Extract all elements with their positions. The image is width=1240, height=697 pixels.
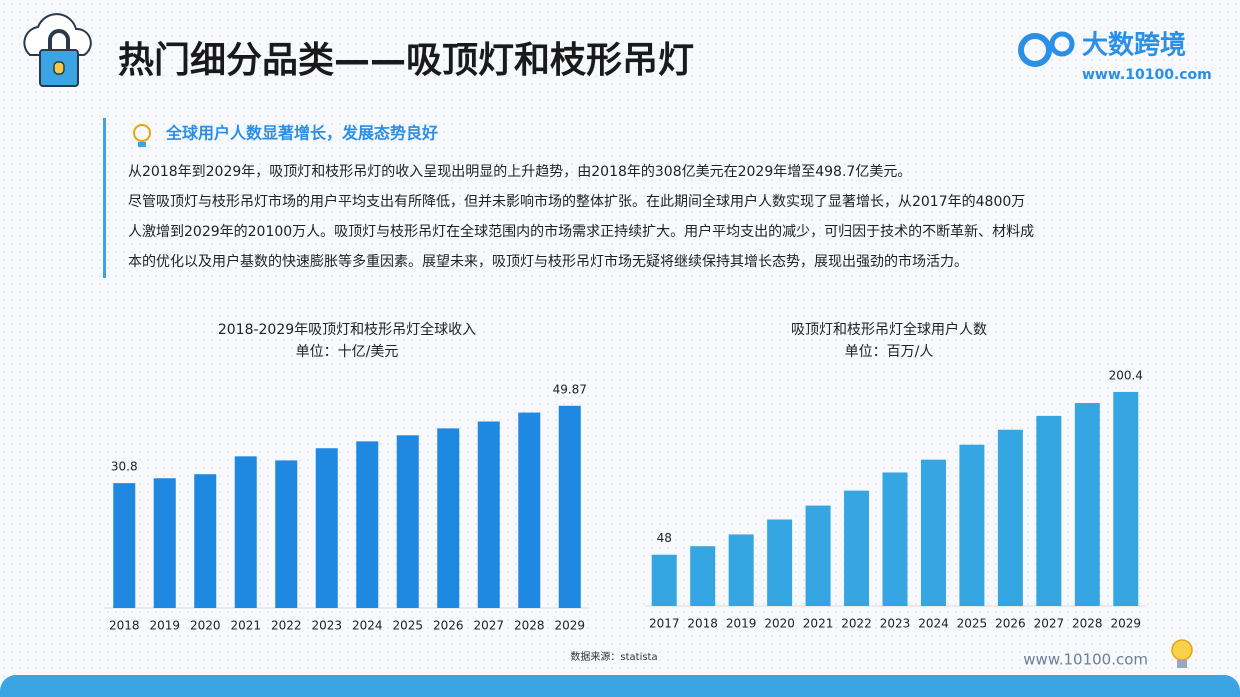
footer-band — [0, 675, 1240, 697]
bar — [920, 459, 946, 606]
bar — [882, 472, 908, 606]
x-tick-label: 2024 — [918, 617, 949, 631]
bar — [844, 490, 870, 606]
x-tick-label: 2022 — [271, 619, 302, 633]
x-tick-label: 2023 — [880, 617, 911, 631]
x-tick-label: 2019 — [149, 619, 180, 633]
summary-line: 本的优化以及用户基数的快速膨胀等多重因素。展望未来，吸顶灯与枝形吊灯市场无疑将继… — [128, 253, 968, 270]
bar — [997, 429, 1023, 606]
x-tick-label: 2025 — [957, 617, 988, 631]
summary-line: 从2018年到2029年，吸顶灯和枝形吊灯的收入呈现出明显的上升趋势，由2018… — [128, 164, 911, 180]
bar — [113, 483, 136, 608]
chart-title: 吸顶灯和枝形吊灯全球用户人数 — [791, 321, 987, 338]
bar — [728, 534, 754, 606]
bar — [194, 474, 217, 608]
brand-logo — [1018, 31, 1075, 67]
source-note: 数据来源：statista — [570, 650, 657, 663]
summary-line: 人激增到2029年的20100万人。吸顶灯与枝形吊灯在全球范围内的市场需求正持续… — [128, 223, 1034, 240]
footer-url: www.10100.com — [1023, 651, 1148, 669]
bar — [1113, 391, 1139, 606]
bar — [651, 554, 677, 606]
chart-title: 2018-2029年吸顶灯和枝形吊灯全球收入 — [218, 321, 476, 338]
bar — [153, 478, 176, 608]
bar — [558, 405, 581, 608]
x-tick-label: 2020 — [190, 619, 221, 633]
summary-heading: 全球用户人数显著增长，发展态势良好 — [165, 124, 438, 143]
x-tick-label: 2025 — [392, 619, 423, 633]
bulb-icon-footer — [1171, 639, 1193, 668]
x-tick-label: 2028 — [1072, 617, 1103, 631]
bulb-icon — [133, 124, 151, 147]
bar — [275, 460, 298, 608]
bar — [767, 519, 793, 606]
x-tick-label: 2029 — [1110, 617, 1141, 631]
x-tick-label: 2020 — [764, 617, 795, 631]
summary-line: 尽管吸顶灯与枝形吊灯市场的用户平均支出有所降低，但并未影响市场的整体扩张。在此期… — [128, 193, 1025, 210]
slide-title: 热门细分品类——吸顶灯和枝形吊灯 — [118, 40, 694, 81]
bar — [1036, 415, 1062, 606]
x-tick-label: 2026 — [995, 617, 1026, 631]
x-tick-label: 2028 — [514, 619, 545, 633]
bar — [1074, 403, 1100, 606]
data-label: 48 — [657, 531, 672, 545]
data-label: 30.8 — [111, 460, 138, 474]
bar — [690, 546, 716, 606]
brand-name: 大数跨境 — [1082, 30, 1186, 61]
x-tick-label: 2029 — [554, 619, 585, 633]
brand-url: www.10100.com — [1082, 67, 1212, 83]
x-tick-label: 2027 — [473, 619, 504, 633]
bar — [959, 444, 985, 606]
x-tick-label: 2023 — [311, 619, 342, 633]
bar — [477, 421, 500, 608]
x-tick-label: 2022 — [841, 617, 872, 631]
chart-subtitle: 单位：百万/人 — [845, 344, 934, 360]
data-label: 49.87 — [553, 382, 587, 396]
chart-subtitle: 单位：十亿/美元 — [296, 344, 399, 360]
x-tick-label: 2021 — [803, 617, 834, 631]
x-tick-label: 2026 — [433, 619, 464, 633]
x-tick-label: 2024 — [352, 619, 383, 633]
x-tick-label: 2018 — [109, 619, 140, 633]
lock-icon — [23, 13, 92, 87]
bar — [315, 448, 338, 608]
bar — [356, 441, 379, 608]
accent-bar — [103, 118, 106, 278]
x-tick-label: 2021 — [230, 619, 261, 633]
bar — [234, 456, 257, 608]
bar — [805, 505, 831, 606]
x-tick-label: 2027 — [1034, 617, 1065, 631]
x-tick-label: 2017 — [649, 617, 680, 631]
bar — [518, 412, 541, 608]
bar — [396, 435, 419, 608]
x-tick-label: 2019 — [726, 617, 757, 631]
x-tick-label: 2018 — [687, 617, 718, 631]
bar — [437, 428, 460, 608]
data-label: 200.4 — [1109, 368, 1143, 382]
